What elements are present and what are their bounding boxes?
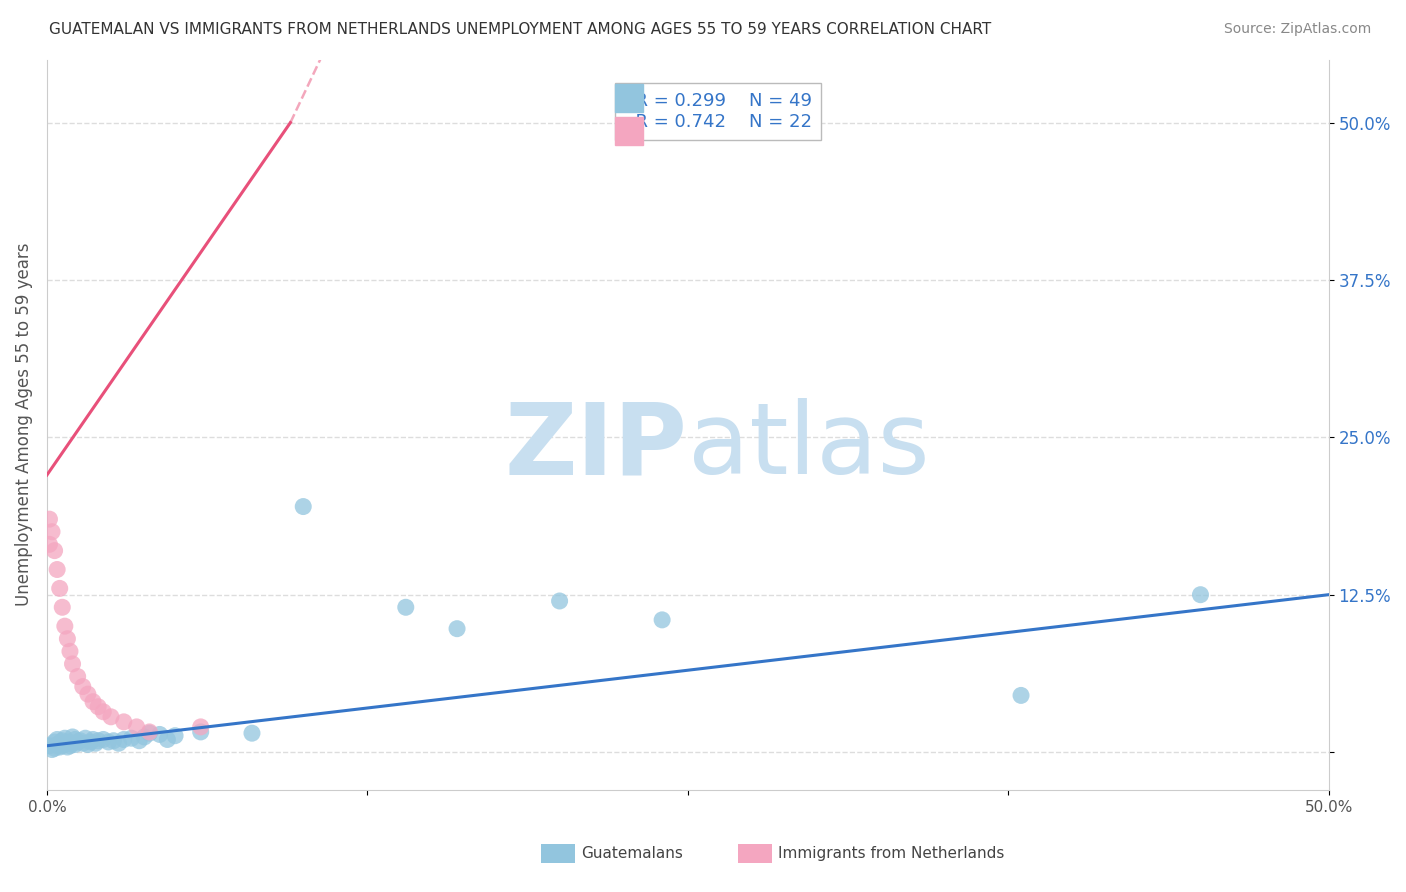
- Point: [53, 738, 76, 752]
- Point: [91, 732, 114, 747]
- Point: [548, 594, 571, 608]
- Point: [107, 736, 129, 750]
- Point: [138, 726, 160, 740]
- Point: [128, 733, 150, 747]
- Bar: [614, 117, 643, 145]
- Point: [51, 600, 73, 615]
- Point: [62, 736, 84, 750]
- Point: [59, 739, 82, 753]
- Point: [63, 732, 86, 747]
- Point: [66, 669, 89, 683]
- Point: [72, 736, 94, 750]
- Point: [51, 739, 73, 753]
- Point: [69, 733, 91, 747]
- Point: [156, 732, 179, 747]
- Point: [53, 619, 76, 633]
- Point: [77, 738, 100, 752]
- Point: [44, 543, 66, 558]
- Point: [82, 695, 104, 709]
- Point: [190, 720, 212, 734]
- Point: [48, 582, 70, 596]
- Point: [112, 732, 135, 747]
- Point: [1010, 689, 1032, 703]
- Point: [91, 705, 114, 719]
- Text: Source: ZipAtlas.com: Source: ZipAtlas.com: [1223, 22, 1371, 37]
- Point: [125, 720, 148, 734]
- Point: [82, 732, 104, 747]
- Text: ZIP: ZIP: [505, 398, 688, 495]
- Point: [51, 733, 73, 747]
- Point: [75, 731, 97, 746]
- Point: [56, 739, 79, 754]
- Point: [38, 739, 60, 753]
- Point: [138, 725, 160, 739]
- Y-axis label: Unemployment Among Ages 55 to 59 years: Unemployment Among Ages 55 to 59 years: [15, 243, 32, 607]
- Point: [121, 731, 143, 746]
- Point: [48, 739, 70, 754]
- Point: [651, 613, 673, 627]
- Text: Immigrants from Netherlands: Immigrants from Netherlands: [778, 847, 1004, 861]
- Point: [190, 725, 212, 739]
- Point: [77, 687, 100, 701]
- Point: [44, 741, 66, 756]
- Point: [292, 500, 315, 514]
- Point: [44, 735, 66, 749]
- Point: [66, 735, 89, 749]
- Text: Guatemalans: Guatemalans: [581, 847, 682, 861]
- Point: [56, 632, 79, 646]
- Point: [41, 742, 63, 756]
- Point: [46, 562, 69, 576]
- Point: [46, 732, 69, 747]
- Point: [1189, 588, 1212, 602]
- Point: [48, 736, 70, 750]
- Point: [112, 714, 135, 729]
- Point: [395, 600, 418, 615]
- Point: [100, 710, 122, 724]
- Point: [79, 735, 101, 749]
- Point: [149, 727, 172, 741]
- Point: [59, 644, 82, 658]
- Point: [97, 735, 120, 749]
- Point: [240, 726, 263, 740]
- Point: [134, 730, 156, 744]
- Point: [63, 738, 86, 752]
- Point: [53, 731, 76, 746]
- Text: atlas: atlas: [688, 398, 929, 495]
- Point: [446, 622, 468, 636]
- Text: GUATEMALAN VS IMMIGRANTS FROM NETHERLANDS UNEMPLOYMENT AMONG AGES 55 TO 59 YEARS: GUATEMALAN VS IMMIGRANTS FROM NETHERLAND…: [49, 22, 991, 37]
- Point: [62, 657, 84, 671]
- Point: [62, 730, 84, 744]
- Point: [56, 735, 79, 749]
- Point: [87, 699, 110, 714]
- Point: [103, 733, 125, 747]
- Point: [84, 736, 107, 750]
- Point: [72, 680, 94, 694]
- Point: [165, 729, 187, 743]
- Point: [87, 733, 110, 747]
- Text: R = 0.299    N = 49
  R = 0.742    N = 22: R = 0.299 N = 49 R = 0.742 N = 22: [624, 93, 811, 131]
- Point: [38, 537, 60, 551]
- Point: [46, 738, 69, 752]
- Bar: [614, 85, 643, 112]
- Point: [38, 512, 60, 526]
- Point: [41, 524, 63, 539]
